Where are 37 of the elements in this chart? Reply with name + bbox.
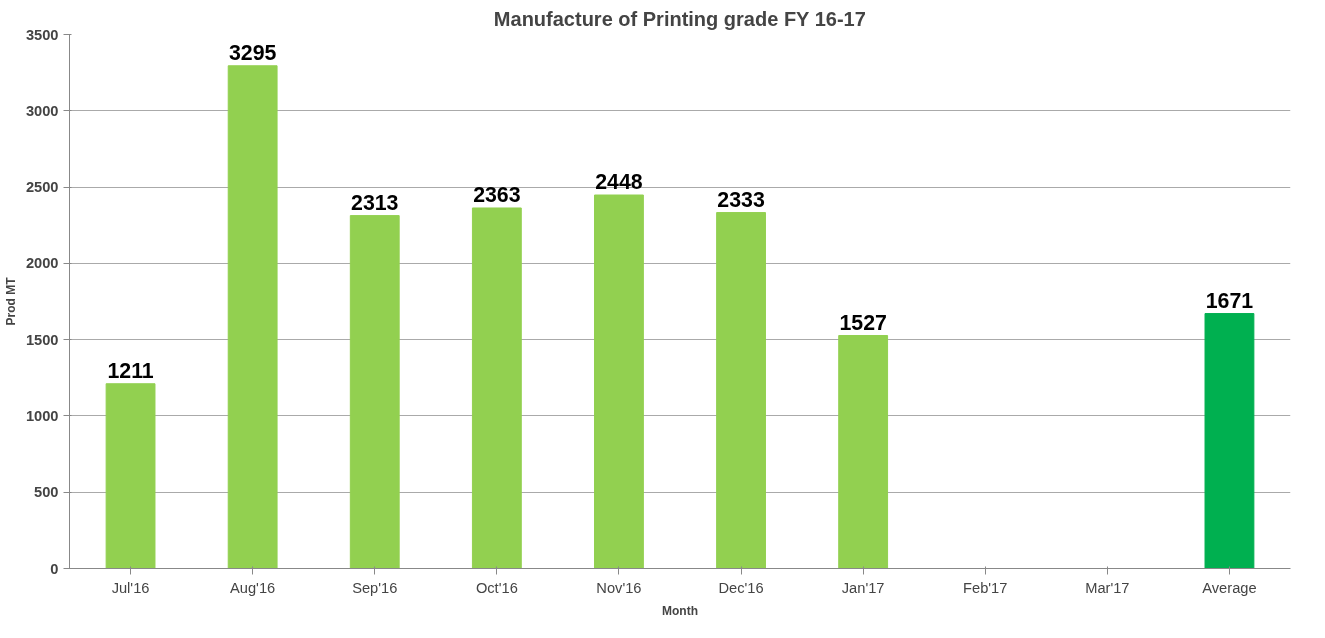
x-tick-label: Jan'17 (841, 579, 885, 596)
bar (227, 65, 278, 569)
y-tick-label: 1500 (25, 331, 59, 348)
data-label: 2363 (473, 182, 521, 207)
chart-title: Manufacture of Printing grade FY 16-17 (493, 7, 866, 30)
data-label: 2333 (717, 187, 765, 212)
x-tick-label: Average (1202, 579, 1257, 596)
data-label: 1671 (1205, 288, 1254, 313)
x-tick-label: Oct'16 (475, 579, 518, 596)
y-tick-label: 2500 (25, 179, 59, 196)
bar (471, 207, 522, 569)
data-label: 3295 (228, 40, 277, 65)
x-axis-title: Month (662, 603, 698, 618)
bar (716, 212, 766, 569)
y-tick-label: 3500 (25, 26, 59, 43)
data-label: 2313 (351, 190, 399, 215)
data-label: 1211 (107, 358, 154, 383)
bar (105, 383, 156, 569)
data-label: 2448 (595, 170, 643, 195)
y-tick-label: 3000 (25, 102, 59, 119)
bar (349, 215, 400, 569)
y-axis-title: Prod MT (3, 276, 18, 326)
y-tick-label: 2000 (25, 255, 59, 272)
data-label: 1527 (839, 310, 887, 335)
x-tick-label: Sep'16 (352, 579, 398, 596)
x-tick-label: Jul'16 (111, 579, 150, 596)
bar (594, 194, 644, 569)
x-tick-label: Feb'17 (963, 579, 1008, 596)
x-tick-label: Mar'17 (1085, 579, 1130, 596)
y-tick-label: 500 (34, 484, 59, 501)
bar (1204, 313, 1255, 569)
x-tick-label: Dec'16 (718, 579, 764, 596)
y-tick-label: 1000 (25, 407, 59, 424)
x-tick-label: Aug'16 (230, 579, 276, 596)
y-tick-label: 0 (50, 560, 59, 577)
x-tick-label: Nov'16 (596, 579, 642, 596)
bar (838, 335, 889, 569)
